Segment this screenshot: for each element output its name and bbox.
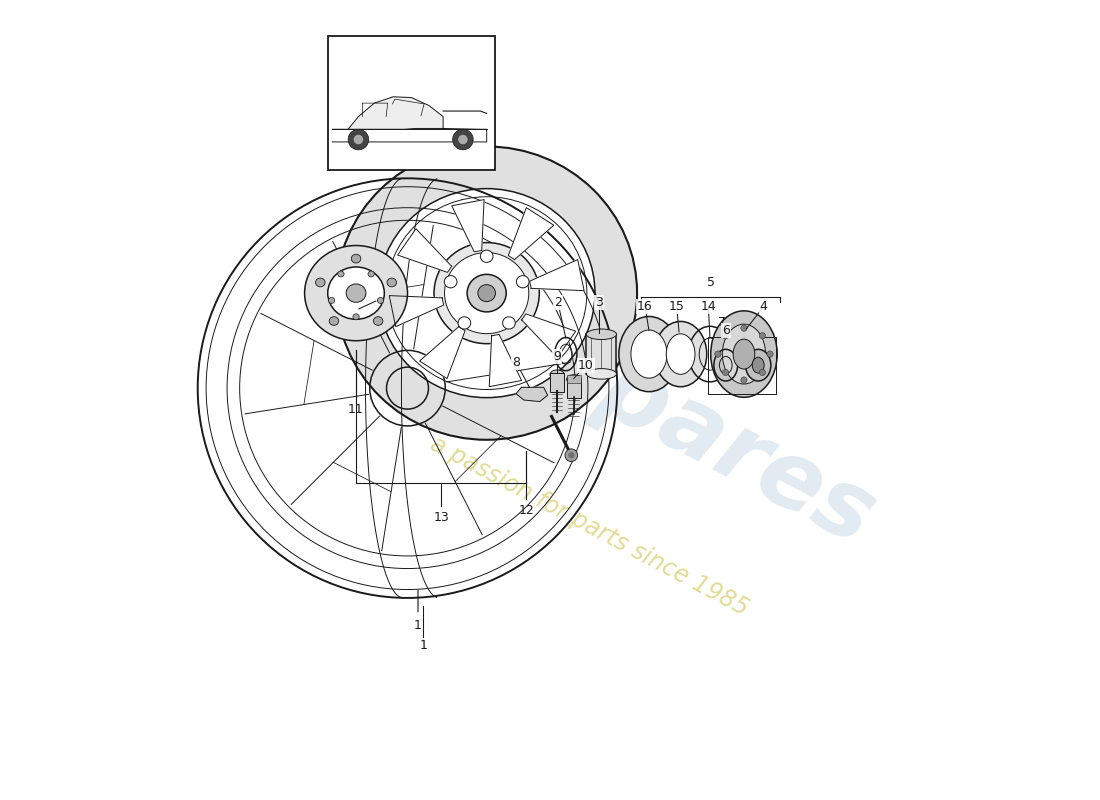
Bar: [328, 36, 495, 170]
Text: 14: 14: [701, 300, 716, 313]
Polygon shape: [389, 295, 443, 326]
Ellipse shape: [566, 374, 581, 384]
Circle shape: [452, 130, 473, 150]
Ellipse shape: [346, 284, 366, 302]
Ellipse shape: [328, 267, 384, 319]
Ellipse shape: [305, 246, 407, 341]
Text: 7: 7: [718, 316, 726, 329]
Ellipse shape: [586, 369, 616, 379]
Circle shape: [759, 333, 766, 339]
Text: 6: 6: [722, 324, 729, 337]
Ellipse shape: [477, 285, 495, 302]
Bar: [586, 334, 616, 374]
Polygon shape: [419, 326, 465, 378]
Circle shape: [723, 333, 728, 339]
Bar: [708, 337, 775, 394]
Polygon shape: [490, 334, 521, 386]
Ellipse shape: [387, 278, 396, 287]
Polygon shape: [508, 208, 553, 259]
Ellipse shape: [631, 330, 667, 378]
Ellipse shape: [351, 254, 361, 263]
Ellipse shape: [444, 253, 529, 334]
Ellipse shape: [329, 317, 339, 326]
Circle shape: [759, 370, 766, 375]
Ellipse shape: [619, 317, 679, 392]
Ellipse shape: [481, 250, 493, 262]
Circle shape: [565, 449, 578, 462]
Ellipse shape: [586, 329, 616, 339]
Ellipse shape: [353, 314, 360, 320]
Text: 15: 15: [669, 300, 684, 313]
Ellipse shape: [338, 271, 344, 277]
Ellipse shape: [654, 322, 706, 386]
Circle shape: [715, 351, 722, 358]
Text: eurospares: eurospares: [320, 203, 891, 565]
Ellipse shape: [734, 339, 755, 369]
Ellipse shape: [368, 271, 374, 277]
Ellipse shape: [723, 324, 766, 384]
Ellipse shape: [378, 189, 595, 398]
Circle shape: [348, 130, 369, 150]
Text: 5: 5: [706, 276, 715, 290]
Text: 13: 13: [433, 511, 449, 524]
Circle shape: [354, 134, 363, 144]
Polygon shape: [348, 97, 443, 130]
Text: 2: 2: [554, 296, 562, 309]
Ellipse shape: [516, 276, 529, 288]
Polygon shape: [452, 199, 484, 252]
Ellipse shape: [444, 276, 456, 288]
Ellipse shape: [746, 350, 771, 381]
Circle shape: [767, 351, 773, 358]
Circle shape: [459, 134, 468, 144]
Ellipse shape: [434, 242, 539, 344]
Text: 16: 16: [637, 300, 653, 313]
Ellipse shape: [667, 334, 695, 374]
Polygon shape: [332, 129, 486, 142]
Circle shape: [723, 370, 728, 375]
Text: 3: 3: [595, 296, 603, 309]
Ellipse shape: [458, 317, 471, 329]
Text: 1: 1: [419, 639, 427, 652]
Polygon shape: [516, 387, 548, 402]
Text: 8: 8: [512, 355, 520, 369]
Ellipse shape: [377, 298, 384, 303]
Ellipse shape: [711, 311, 778, 398]
Ellipse shape: [503, 317, 515, 329]
Ellipse shape: [752, 358, 764, 373]
Ellipse shape: [373, 317, 383, 326]
Text: 1: 1: [414, 618, 422, 632]
Bar: [550, 373, 564, 392]
Ellipse shape: [468, 274, 506, 312]
Polygon shape: [530, 260, 584, 290]
Ellipse shape: [337, 146, 637, 440]
Text: 12: 12: [518, 504, 535, 517]
Bar: [566, 378, 581, 398]
Ellipse shape: [316, 278, 326, 287]
Text: 9: 9: [553, 350, 561, 363]
Circle shape: [740, 325, 747, 331]
Circle shape: [740, 377, 747, 383]
Polygon shape: [521, 314, 575, 358]
Text: 11: 11: [349, 402, 364, 416]
Ellipse shape: [329, 298, 334, 303]
Ellipse shape: [550, 370, 564, 379]
Polygon shape: [397, 229, 452, 272]
Bar: [566, 374, 581, 382]
Circle shape: [568, 452, 574, 458]
Text: a passion for parts since 1985: a passion for parts since 1985: [427, 432, 752, 621]
Text: 4: 4: [760, 300, 768, 313]
Text: 10: 10: [578, 358, 594, 372]
